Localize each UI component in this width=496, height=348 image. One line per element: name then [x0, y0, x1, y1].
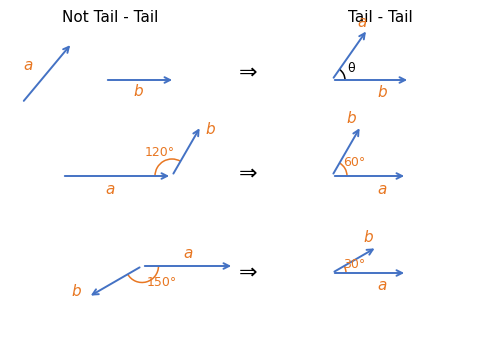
- Text: a: a: [377, 182, 387, 197]
- Text: ⇒: ⇒: [239, 263, 257, 283]
- Text: 60°: 60°: [343, 157, 365, 169]
- Text: 30°: 30°: [343, 259, 365, 271]
- Text: 150°: 150°: [147, 276, 177, 288]
- Text: a: a: [358, 15, 367, 30]
- Text: b: b: [363, 230, 373, 245]
- Text: ⇒: ⇒: [239, 63, 257, 83]
- Text: θ: θ: [347, 63, 355, 76]
- Text: ⇒: ⇒: [239, 164, 257, 184]
- Text: Not Tail - Tail: Not Tail - Tail: [62, 10, 158, 25]
- Text: a: a: [23, 58, 33, 73]
- Text: b: b: [133, 84, 143, 98]
- Text: a: a: [184, 246, 192, 261]
- Text: Tail - Tail: Tail - Tail: [348, 10, 412, 25]
- Text: b: b: [346, 111, 356, 126]
- Text: b: b: [71, 284, 81, 299]
- Text: b: b: [205, 122, 215, 137]
- Text: a: a: [105, 182, 115, 197]
- Text: 120°: 120°: [145, 145, 175, 158]
- Text: b: b: [377, 86, 387, 101]
- Text: a: a: [377, 278, 387, 293]
